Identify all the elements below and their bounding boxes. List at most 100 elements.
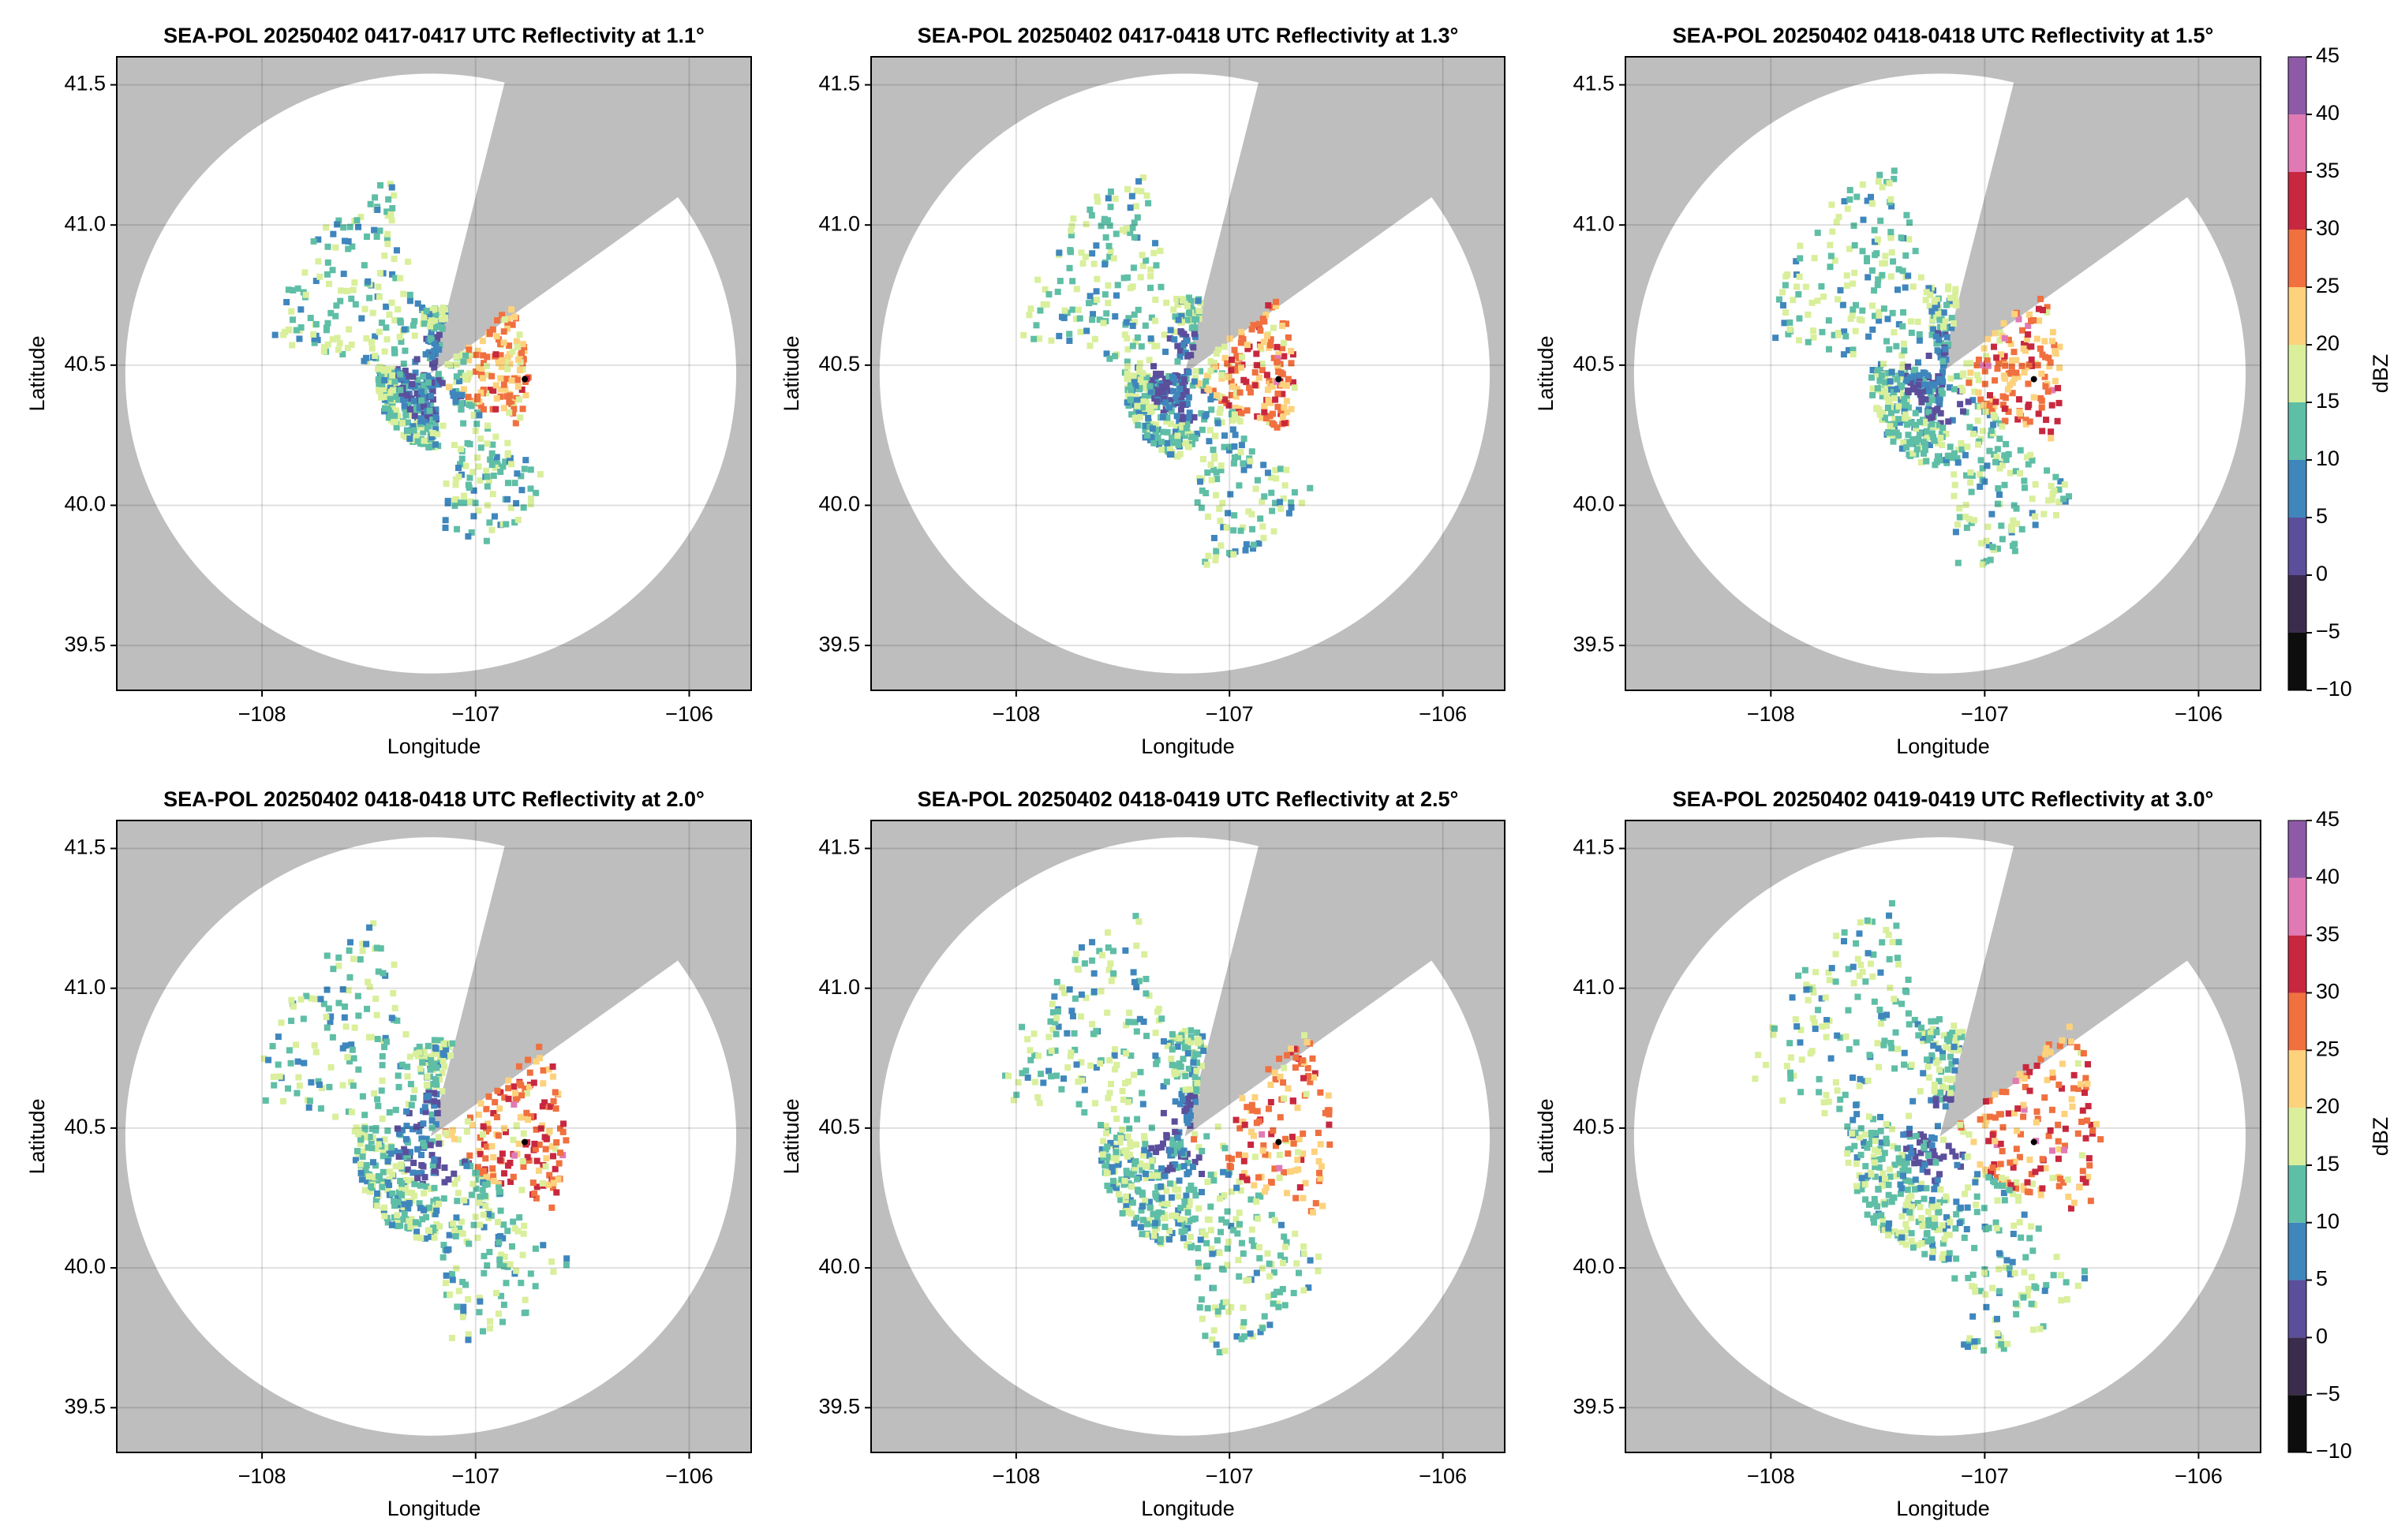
echo [507,504,514,511]
echo [1190,1059,1197,1066]
echo [1066,337,1073,344]
echo [490,387,497,394]
echo [416,1170,423,1177]
echo [1922,396,1929,403]
echo [335,954,342,961]
echo [1139,1101,1146,1108]
echo [2029,1326,2037,1333]
echo [369,1134,376,1142]
echo [481,1168,488,1175]
echo [1853,1187,1861,1194]
echo [1966,424,1973,431]
echo [1966,515,1973,522]
echo [1936,1155,1943,1162]
x-tick-label: −108 [992,1464,1040,1488]
echo [1953,1198,1960,1205]
echo [1952,1153,1959,1160]
echo [2030,394,2037,401]
echo [1827,1055,1835,1062]
echo [1819,328,1826,335]
echo [537,471,544,478]
echo [495,1180,502,1187]
colorbar-band [2288,172,2306,230]
echo [2079,1176,2086,1183]
echo [1906,451,1913,458]
echo [431,1184,438,1191]
echo [1966,1339,1973,1346]
echo [1107,960,1114,967]
echo [1877,1127,1884,1134]
y-tick-label: 41.5 [64,835,106,859]
echo [410,398,417,405]
echo [553,1139,560,1146]
echo [1210,534,1217,541]
echo [404,419,411,426]
echo [445,1176,452,1183]
echo [2047,359,2054,366]
echo [524,1116,531,1123]
echo [1169,1031,1176,1038]
echo [348,341,355,348]
echo [1124,358,1131,365]
echo [1947,1096,1954,1103]
echo [1225,447,1232,454]
echo [423,308,430,315]
echo [2089,1127,2096,1134]
echo [1169,373,1176,380]
echo [1218,1216,1225,1223]
echo [1841,937,1848,944]
echo [351,1024,358,1031]
echo [1881,1227,1888,1234]
echo [1138,343,1145,350]
echo [2039,1156,2046,1163]
echo [1279,391,1286,398]
echo [1780,302,1787,309]
echo [1125,402,1132,409]
echo [1122,947,1129,954]
echo [508,461,515,468]
echo [1221,443,1228,450]
echo [1311,1148,1318,1155]
echo [402,368,409,375]
echo [1292,1230,1299,1237]
echo [1832,978,1839,985]
echo [1298,499,1305,506]
echo [428,1062,435,1069]
echo [1123,225,1130,232]
echo [1277,465,1285,473]
echo [1147,409,1154,416]
echo [1902,284,1909,291]
echo [1986,1113,1993,1120]
echo [470,412,477,419]
echo [1872,1173,1879,1180]
echo [520,1130,527,1137]
echo [412,369,419,376]
echo [414,1146,421,1153]
y-tick-label: 41.0 [818,211,860,235]
echo [396,334,403,341]
echo [507,1178,514,1185]
echo [2014,520,2021,527]
echo [421,1174,428,1181]
echo [495,1132,502,1139]
echo [510,1173,517,1180]
echo [493,394,500,402]
echo [380,1153,387,1160]
echo [1752,1075,1759,1082]
echo [1262,311,1270,318]
echo [1979,561,1986,568]
echo [484,353,491,361]
echo [439,422,447,429]
echo [1992,1114,1999,1121]
echo [1921,381,1928,388]
echo [1844,205,1851,212]
echo [470,1221,477,1228]
echo [310,331,317,338]
echo [427,335,434,342]
echo [499,1150,506,1157]
echo [312,320,320,327]
echo [514,516,522,523]
echo [1300,1131,1307,1138]
echo [1176,1177,1183,1184]
